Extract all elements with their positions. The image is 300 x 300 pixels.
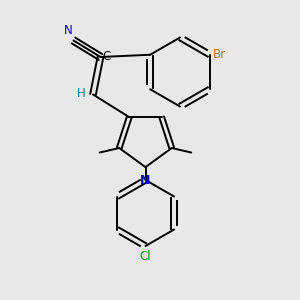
Text: H: H xyxy=(77,86,86,100)
Text: C: C xyxy=(102,50,110,64)
Text: Br: Br xyxy=(213,48,226,61)
Text: N: N xyxy=(64,25,73,38)
Text: Cl: Cl xyxy=(140,250,151,263)
Text: N: N xyxy=(140,174,151,187)
